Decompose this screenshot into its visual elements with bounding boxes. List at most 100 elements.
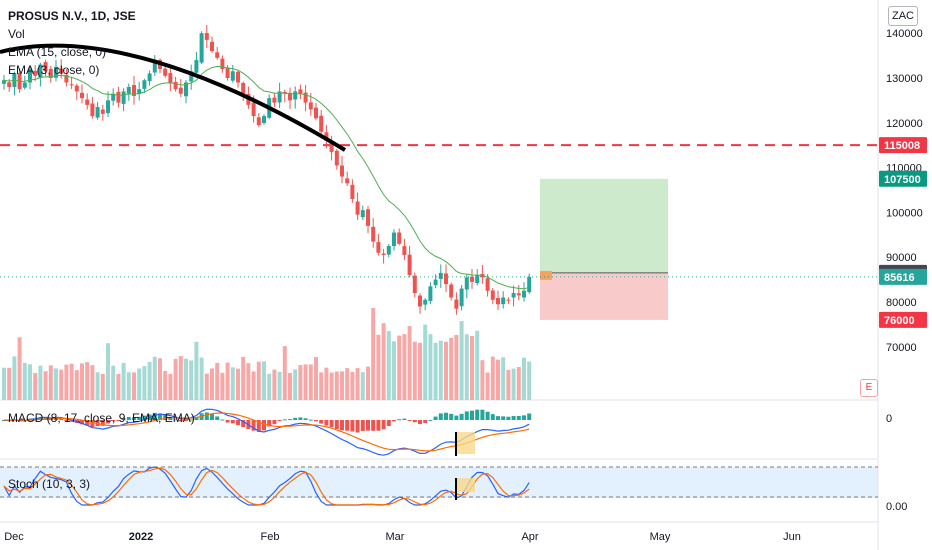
volume-bar [220,372,225,400]
legend-stoch[interactable]: Stoch (10, 3, 3) [8,477,90,491]
candle [319,115,324,132]
volume-bar [74,370,79,400]
ema15-line [3,65,530,290]
candle [106,100,110,114]
currency-badge[interactable]: ZAC [888,6,918,26]
volume-bar [277,371,282,400]
macd-histogram-bar [90,420,95,427]
volume-bar [267,373,272,400]
candle [194,60,199,73]
macd-histogram-bar [527,413,532,420]
macd-histogram-bar [54,418,58,420]
candle [2,80,6,84]
macd-histogram-bar [267,420,272,427]
volume-bar [329,372,334,400]
macd-histogram-bar [64,420,69,421]
volume-bar [90,365,95,400]
candle [371,226,376,242]
macd-histogram-bar [80,420,84,425]
volume-bar [444,341,448,400]
legend-ema3[interactable]: EMA (3, close, 0) [8,63,99,77]
volume-bar [272,369,277,400]
volume-bar [376,334,381,400]
candle [428,286,433,301]
candle [340,165,344,177]
volume-bar [121,362,126,400]
candle [470,276,474,282]
macd-histogram-bar [303,418,308,420]
time-tick-label: May [650,531,671,543]
volume-bar [230,367,235,400]
macd-histogram-bar [106,420,110,424]
candle [33,70,38,76]
candle [329,140,334,152]
macd-histogram-bar [293,417,298,420]
candle [293,91,298,100]
candle [241,82,246,94]
candle [345,178,350,184]
time-tick-label: Mar [386,531,405,543]
macd-histogram-bar [485,411,490,420]
volume-bar [381,323,386,400]
macd-histogram-bar [496,416,500,420]
volume-bar [194,341,199,400]
legend-vol[interactable]: Vol [8,27,25,41]
macd-histogram-bar [350,420,355,432]
volume-bar [116,373,121,400]
volume-bar [256,361,261,400]
volume-bar [490,356,495,400]
candle [386,246,391,255]
loss-zone [540,272,668,320]
candle [64,74,69,83]
volume-bar [371,307,376,400]
macd-histogram-bar [314,420,318,422]
volume-bar [334,371,339,400]
price-tag-resistance [879,137,927,154]
candle [220,58,225,70]
candle [527,276,532,293]
candle [366,209,370,226]
macd-histogram-bar [475,409,480,420]
macd-histogram-bar [423,420,428,424]
volume-bar [464,334,469,400]
volume-bar [137,368,142,400]
volume-bar [402,334,407,400]
volume-bar [360,372,365,400]
candle [7,82,12,87]
earnings-marker[interactable]: E [860,379,878,397]
volume-bar [80,363,84,400]
candle [314,107,318,119]
macd-histogram-bar [178,420,183,422]
macd-histogram-bar [402,418,407,420]
volume-bar [522,357,526,400]
macd-histogram-bar [433,416,438,420]
volume-bar [246,363,251,400]
macd-histogram-bar [210,414,214,420]
candle [376,242,381,253]
legend-ema15[interactable]: EMA (15, close, 0) [8,45,106,59]
volume-bar [184,358,188,400]
candle [74,85,79,92]
macd-histogram-bar [142,415,147,420]
volume-bar [355,368,360,400]
macd-histogram-bar [345,420,350,431]
price-tag-resistance-label: 115008 [884,140,920,152]
time-tick-label: Feb [261,531,280,543]
legend-macd[interactable]: MACD (8, 17, close, 9, EMA, EMA) [8,411,195,425]
macd-histogram-bar [386,420,391,427]
volume-bar [496,359,500,400]
volume-bar [64,364,69,400]
macd-histogram-bar [392,420,396,422]
candle [522,290,526,298]
candle [54,66,58,78]
candle [100,109,105,114]
candle [454,299,459,309]
macd-histogram-bar [251,420,256,431]
macd-histogram-bar [340,420,344,431]
candle [449,284,454,298]
candle [423,299,428,305]
candle [236,71,240,83]
candle [511,293,516,298]
macd-histogram-bar [381,420,386,430]
